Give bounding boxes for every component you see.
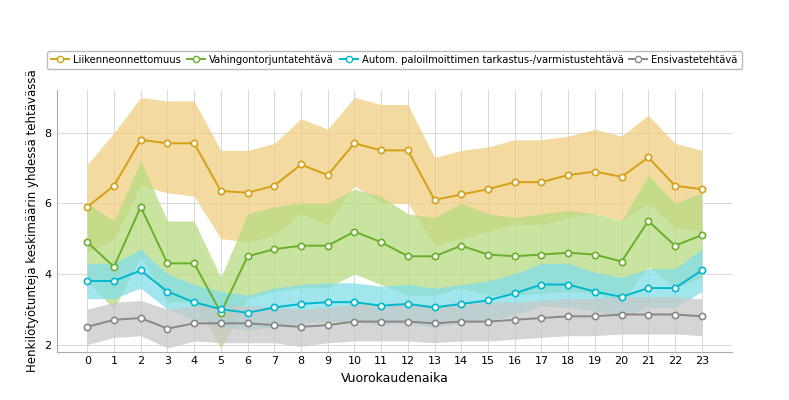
X-axis label: Vuorokaudenaika: Vuorokaudenaika — [341, 372, 448, 385]
Y-axis label: Henkilötyötunteja keskimäärin yhdessä tehtävässä: Henkilötyötunteja keskimäärin yhdessä te… — [26, 70, 39, 372]
Legend: Liikenneonnettomuus, Vahingontorjuntatehtävä, Autom. paloilmoittimen tarkastus-/: Liikenneonnettomuus, Vahingontorjuntateh… — [47, 51, 742, 69]
